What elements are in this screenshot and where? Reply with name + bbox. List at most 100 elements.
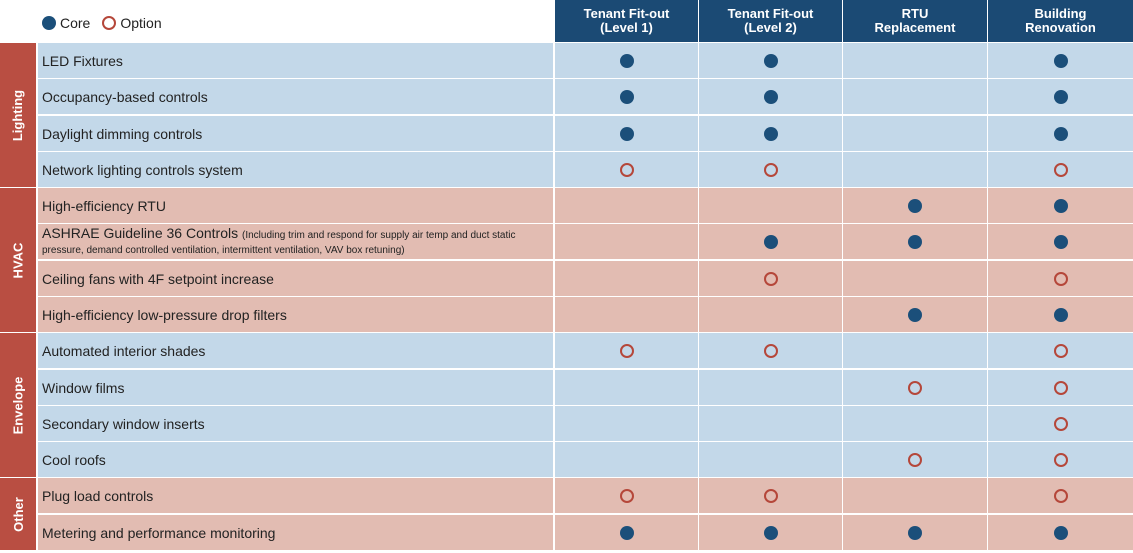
matrix-cell <box>699 188 842 223</box>
core-dot-icon <box>619 89 634 104</box>
option-circle-icon <box>102 16 117 30</box>
column-header-line1: Building <box>1034 6 1087 21</box>
matrix-cell <box>843 43 987 78</box>
column-header-line1: Tenant Fit-out <box>727 6 814 21</box>
option-circle-icon <box>619 162 634 177</box>
matrix-cell <box>699 370 842 405</box>
option-circle-icon <box>763 162 778 177</box>
measure-name: Automated interior shades <box>42 342 206 359</box>
core-dot-icon <box>763 89 778 104</box>
option-circle-icon <box>619 343 634 358</box>
measure-name: Window films <box>42 379 125 396</box>
matrix-cell <box>843 152 987 187</box>
option-circle-icon <box>1053 162 1068 177</box>
measure-name: Plug load controls <box>42 487 154 504</box>
row-label-cell <box>38 478 553 513</box>
measure-label: Secondary window inserts <box>38 406 553 441</box>
core-dot-icon <box>1053 126 1068 141</box>
legend-option: Option <box>102 15 162 31</box>
column-header-text: Tenant Fit-out (Level 1) <box>584 7 670 35</box>
measure-label: Metering and performance monitoring <box>38 515 553 550</box>
core-dot-icon <box>1053 89 1068 104</box>
core-dot-icon <box>908 234 922 249</box>
measure-label: Occupancy-based controls <box>38 79 553 114</box>
core-dot-icon <box>619 126 634 141</box>
matrix-cell <box>699 297 842 332</box>
measure-label: Automated interior shades <box>38 333 553 368</box>
matrix-cell <box>843 261 987 296</box>
measure-name: LED Fixtures <box>42 52 123 69</box>
measure-name: Cool roofs <box>42 451 106 468</box>
matrix-cell <box>555 297 698 332</box>
legend: Core Option <box>42 14 174 32</box>
matrix-cell <box>555 261 698 296</box>
column-header: Tenant Fit-out (Level 2) <box>699 0 842 42</box>
measure-name: High-efficiency low-pressure drop filter… <box>42 306 287 323</box>
category-other: Other <box>0 478 36 550</box>
legend-core-label: Core <box>60 15 91 31</box>
matrix-cell <box>555 370 698 405</box>
column-header-line1: Tenant Fit-out <box>583 6 670 21</box>
core-dot-icon <box>1053 307 1068 322</box>
option-circle-icon <box>1053 380 1068 395</box>
option-circle-icon <box>763 488 778 503</box>
measure-label: Daylight dimming controls <box>38 116 553 151</box>
column-header-text: RTU Replacement <box>875 7 956 35</box>
option-circle-icon <box>908 452 922 467</box>
matrix-cell <box>843 333 987 368</box>
core-dot-icon <box>1053 53 1068 68</box>
column-header-text: Building Renovation <box>1025 7 1096 35</box>
core-dot-icon <box>1053 234 1068 249</box>
measure-name: Ceiling fans with 4F setpoint increase <box>42 270 274 287</box>
matrix-cell <box>699 442 842 477</box>
measure-label: Ceiling fans with 4F setpoint increase <box>38 261 553 296</box>
matrix-cell <box>555 224 698 259</box>
row-label-cell <box>38 152 553 187</box>
option-circle-icon <box>1053 271 1068 286</box>
row-label-cell <box>38 43 553 78</box>
core-dot-icon <box>1053 525 1068 540</box>
measure-name: Daylight dimming controls <box>42 125 203 142</box>
legend-option-label: Option <box>120 15 162 31</box>
core-dot-icon <box>619 53 634 68</box>
column-header-line2: Replacement <box>874 20 956 35</box>
measure-label: High-efficiency RTU <box>38 188 553 223</box>
core-dot-icon <box>619 525 634 540</box>
matrix-cell <box>843 116 987 151</box>
column-header: RTU Replacement <box>843 0 987 42</box>
matrix-cell <box>843 406 987 441</box>
option-circle-icon <box>763 271 778 286</box>
row-label-cell <box>38 333 553 368</box>
option-circle-icon <box>908 380 922 395</box>
row-label-cell <box>38 515 553 550</box>
measure-label: Cool roofs <box>38 442 553 477</box>
core-dot-icon <box>908 198 922 213</box>
measure-name: High-efficiency RTU <box>42 197 166 214</box>
measure-text: ASHRAE Guideline 36 Controls (Including … <box>42 224 553 257</box>
measure-name: ASHRAE Guideline 36 Controls <box>42 224 239 241</box>
category-label: Other <box>10 496 26 532</box>
column-header-line2: (Level 1) <box>600 20 653 35</box>
row-label-cell <box>38 79 553 114</box>
core-dot-icon <box>1053 198 1068 213</box>
core-dot-icon <box>908 307 922 322</box>
category-hvac: HVAC <box>0 188 36 332</box>
column-header: Tenant Fit-out (Level 1) <box>555 0 698 42</box>
matrix-cell <box>843 478 987 513</box>
column-header-text: Tenant Fit-out (Level 2) <box>728 7 814 35</box>
core-dot-icon <box>42 16 56 30</box>
column-header-line2: Renovation <box>1025 20 1096 35</box>
measure-label: ASHRAE Guideline 36 Controls (Including … <box>38 224 553 259</box>
measure-label: Window films <box>38 370 553 405</box>
column-header-line2: (Level 2) <box>744 20 797 35</box>
row-label-cell <box>38 406 553 441</box>
core-dot-icon <box>763 525 778 540</box>
row-label-cell <box>38 442 553 477</box>
row-label-cell <box>38 297 553 332</box>
matrix-cell <box>555 406 698 441</box>
measure-name: Network lighting controls system <box>42 161 243 178</box>
core-dot-icon <box>763 53 778 68</box>
measure-note: (Including trim and respond for supply a… <box>42 229 516 256</box>
option-circle-icon <box>763 343 778 358</box>
